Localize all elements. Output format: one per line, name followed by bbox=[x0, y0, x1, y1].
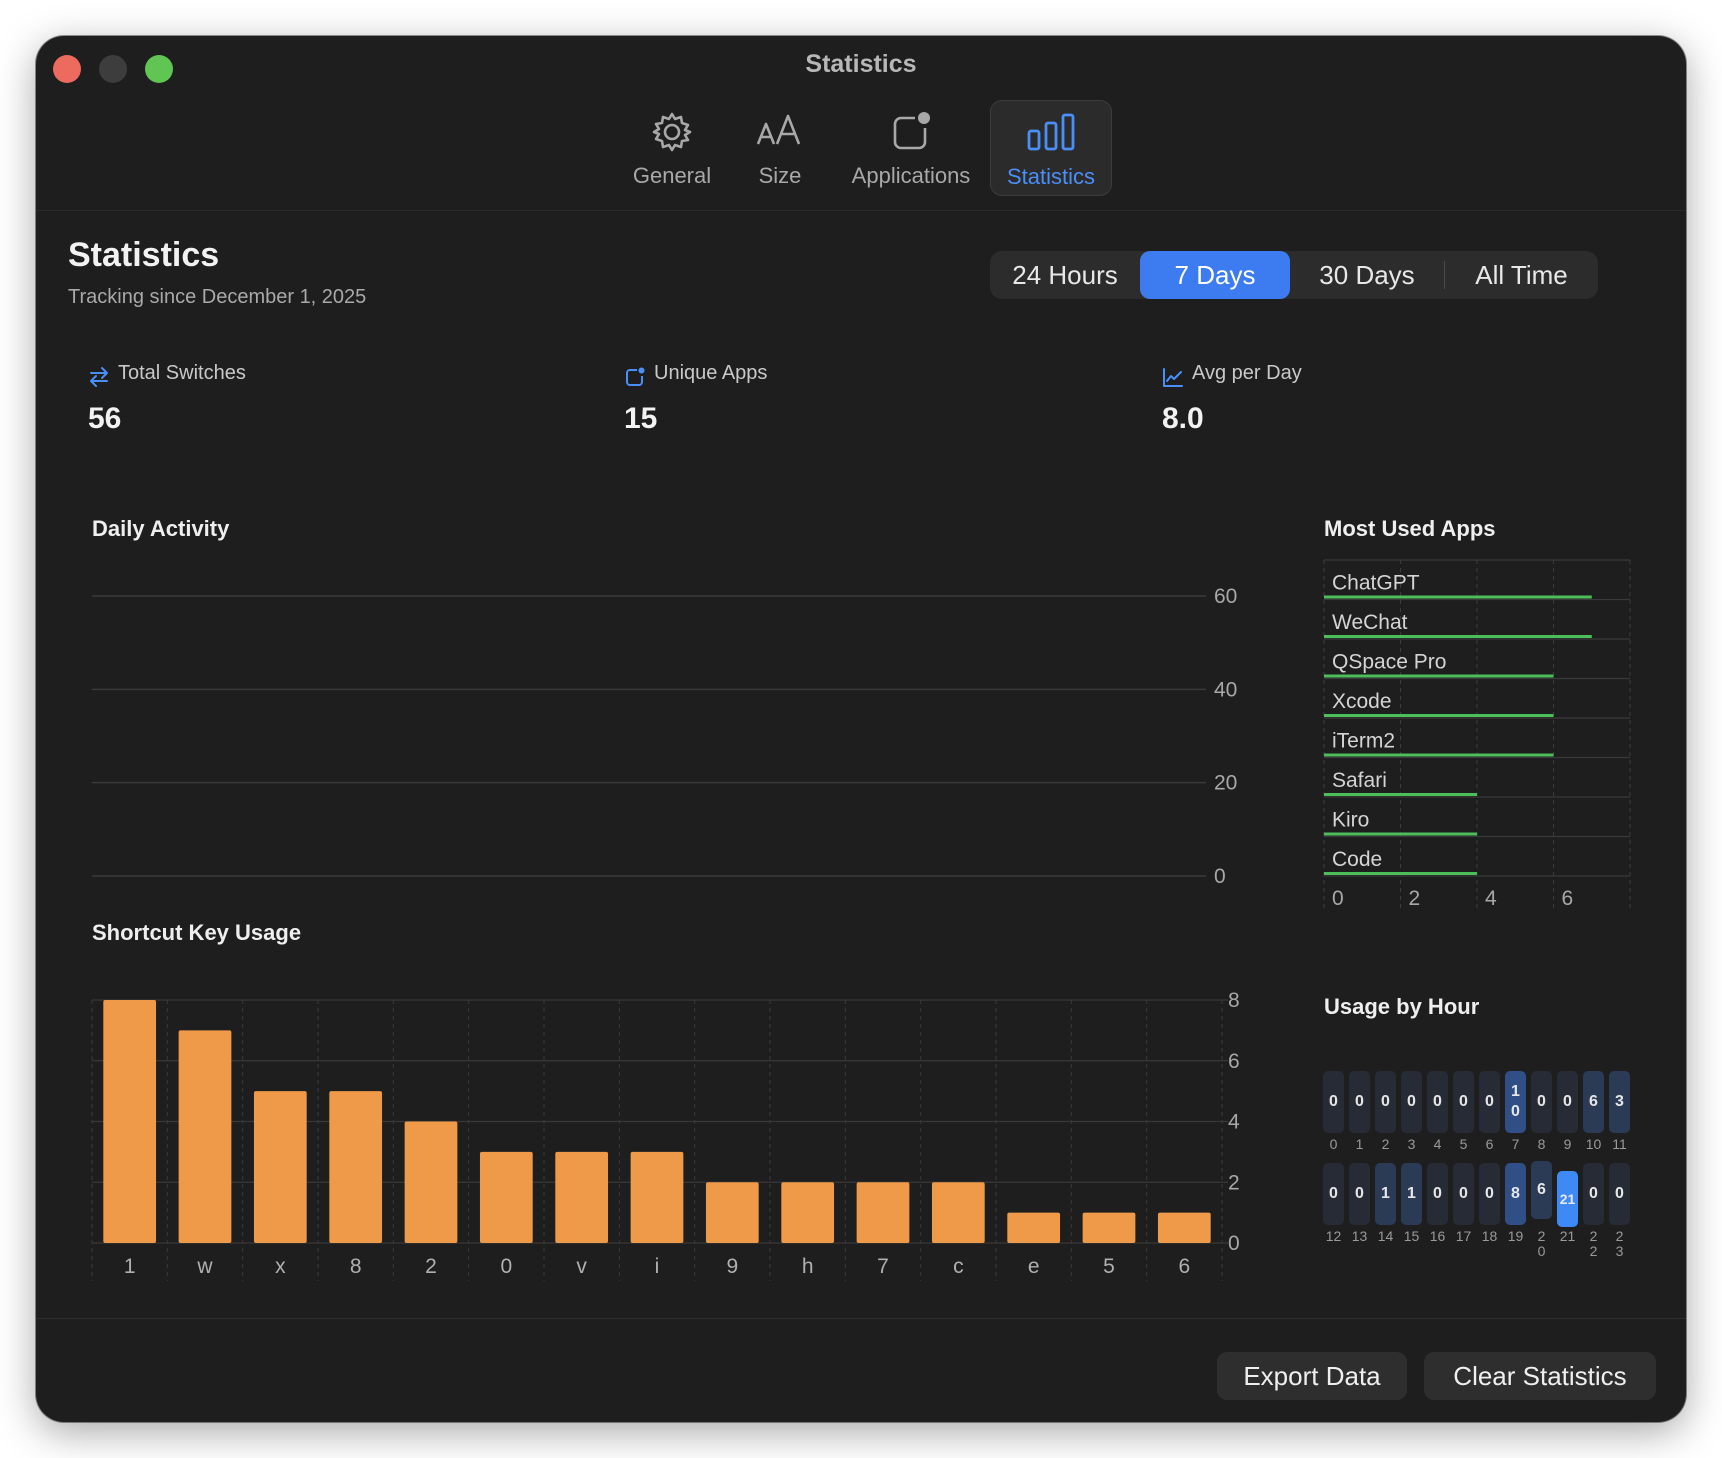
stat-value: 8.0 bbox=[1162, 402, 1204, 435]
stat-value: 56 bbox=[88, 402, 122, 435]
range-24-hours[interactable]: 24 Hours bbox=[1012, 260, 1118, 290]
hour-label: 2 0 bbox=[1537, 1228, 1546, 1259]
hour-label: 21 bbox=[1559, 1228, 1576, 1244]
tab-statistics-label: Statistics bbox=[1006, 164, 1096, 189]
hour-label: 2 bbox=[1381, 1136, 1390, 1152]
hour-label: 18 bbox=[1481, 1228, 1498, 1244]
hour-cell: 0 bbox=[1583, 1163, 1604, 1225]
tracking-since-label: Tracking since December 1, 2025 bbox=[68, 286, 367, 308]
hour-label: 15 bbox=[1403, 1228, 1420, 1244]
export-data-button[interactable]: Export Data bbox=[1217, 1352, 1407, 1400]
clear-statistics-button[interactable]: Clear Statistics bbox=[1424, 1352, 1656, 1400]
hour-cell: 0 bbox=[1531, 1071, 1552, 1133]
tab-general-label: General bbox=[632, 163, 712, 188]
hour-label: 4 bbox=[1433, 1136, 1442, 1152]
hour-label: 3 bbox=[1407, 1136, 1416, 1152]
hour-label: 7 bbox=[1511, 1136, 1520, 1152]
most-used-apps-title: Most Used Apps bbox=[1324, 516, 1496, 541]
segment-divider bbox=[1444, 261, 1445, 289]
range-7-days[interactable]: 7 Days bbox=[1140, 251, 1290, 299]
hour-label: 17 bbox=[1455, 1228, 1472, 1244]
window-title: Statistics bbox=[805, 50, 917, 78]
hour-cell: 1 0 bbox=[1505, 1071, 1526, 1133]
tab-general[interactable]: General bbox=[612, 100, 732, 196]
hour-label: 19 bbox=[1507, 1228, 1524, 1244]
hour-label: 14 bbox=[1377, 1228, 1394, 1244]
hour-label: 2 2 bbox=[1589, 1228, 1598, 1259]
hour-cell: 8 bbox=[1505, 1163, 1526, 1225]
hour-cell: 6 bbox=[1583, 1071, 1604, 1133]
hour-label: 13 bbox=[1351, 1228, 1368, 1244]
hour-label: 11 bbox=[1612, 1136, 1627, 1152]
arrows-swap-icon bbox=[90, 367, 108, 387]
hour-cell: 0 bbox=[1323, 1163, 1344, 1225]
gear-icon bbox=[612, 110, 732, 154]
stat-value: 15 bbox=[624, 402, 658, 435]
tab-statistics[interactable]: Statistics bbox=[990, 100, 1112, 196]
hour-cell: 0 bbox=[1479, 1071, 1500, 1133]
stat-label: Unique Apps bbox=[654, 362, 768, 384]
zoom-button[interactable] bbox=[145, 55, 173, 83]
text-size-icon bbox=[740, 110, 820, 154]
daily-y-tick-label: 20 bbox=[1214, 772, 1237, 795]
hour-label: 16 bbox=[1429, 1228, 1446, 1244]
hour-cell: 0 bbox=[1609, 1163, 1630, 1225]
shortcut-key-usage-title: Shortcut Key Usage bbox=[92, 920, 302, 945]
hour-label: 12 bbox=[1325, 1228, 1342, 1244]
tab-applications-label: Applications bbox=[851, 163, 971, 188]
daily-y-tick-label: 40 bbox=[1214, 678, 1237, 701]
page-title: Statistics bbox=[68, 236, 220, 274]
daily-activity-chart: 0 20 40 60 bbox=[92, 585, 1237, 888]
hour-cell: 0 bbox=[1453, 1071, 1474, 1133]
range-30-days[interactable]: 30 Days bbox=[1319, 260, 1415, 290]
bar-chart-icon bbox=[991, 111, 1111, 155]
footer-divider bbox=[36, 1318, 1686, 1319]
close-button[interactable] bbox=[53, 55, 81, 83]
hour-cell: 0 bbox=[1557, 1071, 1578, 1133]
hour-label: 10 bbox=[1585, 1136, 1602, 1152]
hour-cell: 0 bbox=[1349, 1163, 1370, 1225]
hour-cell: 0 bbox=[1427, 1163, 1448, 1225]
daily-y-tick-label: 0 bbox=[1214, 865, 1226, 888]
range-all-time[interactable]: All Time bbox=[1475, 260, 1568, 290]
hour-label: 5 bbox=[1459, 1136, 1468, 1152]
hour-label: 6 bbox=[1485, 1136, 1494, 1152]
hour-label: 1 bbox=[1355, 1136, 1364, 1152]
hour-cell: 0 bbox=[1479, 1163, 1500, 1225]
time-range-selector: 24 Hours 7 Days 30 Days All Time bbox=[990, 251, 1598, 299]
hour-label: 2 3 bbox=[1615, 1228, 1624, 1259]
hour-label: 8 bbox=[1537, 1136, 1546, 1152]
hour-cell: 0 bbox=[1427, 1071, 1448, 1133]
hour-cell: 1 bbox=[1375, 1163, 1396, 1225]
minimize-button[interactable] bbox=[99, 55, 127, 83]
hour-cell: 0 bbox=[1401, 1071, 1422, 1133]
hour-cell: 0 bbox=[1375, 1071, 1396, 1133]
title-bar: Statistics General bbox=[36, 36, 1686, 211]
hour-cell: 6 bbox=[1531, 1161, 1552, 1219]
hour-label: 0 bbox=[1329, 1136, 1338, 1152]
stat-label: Total Switches bbox=[118, 362, 246, 384]
stat-label: Avg per Day bbox=[1192, 362, 1302, 384]
app-badge-icon bbox=[842, 110, 980, 154]
hour-cell: 1 bbox=[1401, 1163, 1422, 1225]
trend-chart-icon bbox=[1163, 368, 1183, 387]
daily-activity-title: Daily Activity bbox=[92, 516, 230, 541]
hour-label: 9 bbox=[1563, 1136, 1572, 1152]
tab-size[interactable]: Size bbox=[740, 100, 820, 196]
usage-by-hour-title: Usage by Hour bbox=[1324, 994, 1480, 1019]
hour-cell: 0 bbox=[1323, 1071, 1344, 1133]
hour-cell: 0 bbox=[1349, 1071, 1370, 1133]
tab-applications[interactable]: Applications bbox=[842, 100, 980, 196]
hour-cell: 3 bbox=[1609, 1071, 1630, 1133]
daily-y-tick-label: 60 bbox=[1214, 585, 1237, 608]
hour-cell: 0 bbox=[1453, 1163, 1474, 1225]
app-badge-icon bbox=[626, 367, 645, 386]
tab-size-label: Size bbox=[758, 163, 802, 188]
hour-cell: 21 bbox=[1557, 1171, 1578, 1227]
statistics-window: Statistics General bbox=[36, 36, 1686, 1422]
